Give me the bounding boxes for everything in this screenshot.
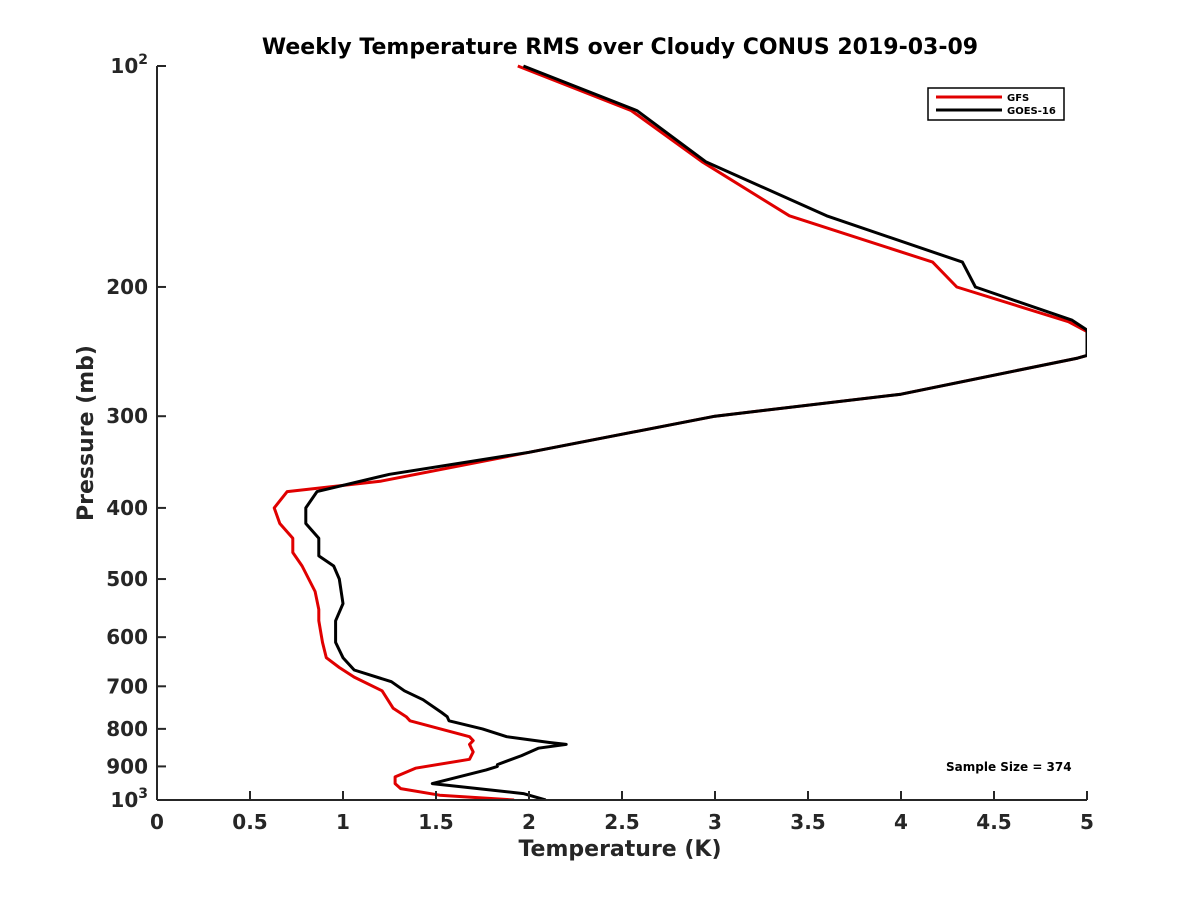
x-tick-label: 4.5 bbox=[976, 810, 1011, 834]
sample-size-annotation: Sample Size = 374 bbox=[946, 760, 1072, 774]
y-tick-label: 600 bbox=[106, 625, 148, 649]
y-tick-label: 300 bbox=[106, 404, 148, 428]
x-tick-label: 2 bbox=[522, 810, 536, 834]
legend-label-goes-16: GOES-16 bbox=[1007, 106, 1056, 117]
series-line-gfs bbox=[272, 64, 1087, 800]
x-ticks: 0 0.5 1 1.5 2 2.5 3 3.5 4 4.5 5 bbox=[150, 791, 1094, 834]
y-axis-title: Pressure (mb) bbox=[74, 345, 99, 521]
plot-area bbox=[272, 64, 1087, 800]
x-tick-label: 3.5 bbox=[790, 810, 825, 834]
y-tick-label: 400 bbox=[106, 496, 148, 520]
x-tick-label: 2.5 bbox=[604, 810, 639, 834]
x-axis-title: Temperature (K) bbox=[518, 837, 721, 862]
x-tick-label: 0.5 bbox=[232, 810, 267, 834]
x-tick-label: 3 bbox=[708, 810, 722, 834]
x-tick-label: 1 bbox=[336, 810, 350, 834]
y-tick-label: 200 bbox=[106, 275, 148, 299]
legend-box bbox=[927, 87, 1065, 121]
series-line-goes-16 bbox=[304, 64, 1087, 800]
x-tick-label: 0 bbox=[150, 810, 164, 834]
legend-label-gfs: GFS bbox=[1007, 93, 1029, 104]
y-tick-label: 900 bbox=[106, 754, 148, 778]
y-tick-label: 700 bbox=[106, 674, 148, 698]
x-tick-label: 1.5 bbox=[418, 810, 453, 834]
y-tick-label: 500 bbox=[106, 567, 148, 591]
x-tick-label: 5 bbox=[1080, 810, 1094, 834]
x-tick-label: 4 bbox=[894, 810, 908, 834]
legend: GFS GOES-16 bbox=[927, 87, 1065, 121]
chart-title: Weekly Temperature RMS over Cloudy CONUS… bbox=[262, 35, 978, 60]
y-tick-label: 800 bbox=[106, 717, 148, 741]
